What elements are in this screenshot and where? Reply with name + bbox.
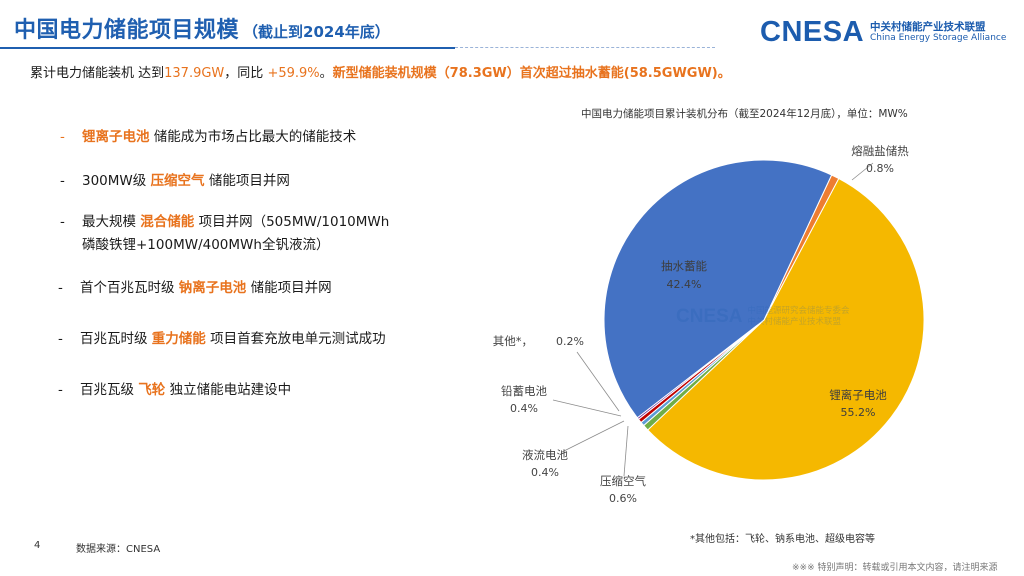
logo-word: CNESA: [760, 16, 865, 48]
bullet-pre: 百兆瓦级: [80, 382, 139, 398]
bullet-item: - 锂离子电池 储能成为市场占比最大的储能技术: [60, 127, 356, 149]
leader-line: [623, 425, 629, 477]
logo-en-name: China Energy Storage Alliance: [870, 33, 1007, 44]
slice-label: 抽水蓄能: [661, 259, 707, 273]
bullet-dash: -: [58, 331, 63, 347]
slice-label: 液流电池: [522, 448, 568, 462]
bullet-item: - 首个百兆瓦时级 钠离子电池 储能项目并网: [58, 278, 332, 300]
page-title: 中国电力储能项目规模 （截止到2024年底）: [14, 12, 390, 44]
bullet-post: 储能项目并网: [246, 280, 332, 296]
chart-title: 中国电力储能项目累计装机分布（截至2024年12月底），单位：MW%: [581, 108, 908, 120]
slice-value: 0.4%: [531, 466, 559, 479]
logo-text: 中关村储能产业技术联盟 China Energy Storage Allianc…: [870, 21, 1006, 44]
bullet-keyword: 压缩空气: [150, 173, 205, 189]
leader-line: [576, 351, 620, 412]
summary-growth: +59.9%: [267, 66, 320, 81]
title-subtitle: （截止到2024年底）: [243, 23, 390, 41]
bullet-post: 独立储能电站建设中: [165, 382, 292, 398]
watermark: CNESA 中国能源研究会储能专委会 中关村储能产业技术联盟: [676, 306, 850, 328]
watermark-word: CNESA: [676, 306, 743, 327]
bullet-post: 储能项目并网: [204, 173, 290, 189]
slice-label: 压缩空气: [600, 474, 646, 488]
leader-line: [552, 399, 622, 417]
bullet-keyword: 钠离子电池: [178, 280, 247, 296]
slice-value: 0.8%: [866, 162, 894, 175]
summary-new-storage: 新型储能装机规模（78.3GW）首次超过抽水蓄能(58.5GWGW)。: [332, 66, 731, 81]
watermark-line-2: 中关村储能产业技术联盟: [747, 317, 842, 327]
slice-label: 锂离子电池: [829, 388, 887, 402]
bullet-keyword: 飞轮: [138, 382, 166, 398]
leader-line: [561, 420, 625, 453]
bullet-continuation: 磷酸铁锂+100MW/400MWh全钒液流）: [82, 235, 329, 257]
title-underline: [0, 47, 455, 49]
watermark-text: 中国能源研究会储能专委会 中关村储能产业技术联盟: [748, 306, 850, 327]
slice-label: 其他*，: [493, 334, 533, 348]
summary-text-1: 累计电力储能装机 达到: [30, 66, 165, 81]
cnesa-logo: CNESA 中关村储能产业技术联盟 China Energy Storage A…: [760, 16, 1006, 49]
bullet-dash: -: [60, 129, 65, 145]
slice-label: 熔融盐储热: [851, 144, 909, 158]
page-number: 4: [34, 540, 41, 551]
bullet-post: 储能成为市场占比最大的储能技术: [149, 129, 357, 145]
bullet-item: - 百兆瓦级 飞轮 独立储能电站建设中: [58, 380, 291, 402]
bullet-dash: -: [58, 382, 63, 398]
slice-value: 0.2%: [556, 335, 584, 348]
bullet-pre: 最大规模: [82, 214, 141, 230]
watermark-line-1: 中国能源研究会储能专委会: [747, 306, 850, 317]
leader-line: [851, 162, 874, 181]
disclaimer: ※※※ 特别声明：转载或引用本文内容，请注明来源: [792, 563, 998, 573]
summary-text-3: 。: [319, 66, 333, 81]
slice-value: 55.2%: [841, 406, 876, 419]
chart-footnote: *其他包括：飞轮、钠系电池、超级电容等: [690, 534, 875, 545]
pie-slice: [647, 177, 925, 481]
bullet-pre: 300MW级: [82, 173, 151, 189]
slice-value: 42.4%: [667, 278, 702, 291]
slice-label: 铅蓄电池: [501, 384, 547, 398]
bullet-keyword: 重力储能: [151, 331, 206, 347]
bullet-post: 项目首套充放电单元测试成功: [205, 331, 386, 347]
logo-cn-name: 中关村储能产业技术联盟: [870, 20, 986, 33]
summary-total-capacity: 137.9GW: [164, 66, 225, 81]
bullet-pre: 首个百兆瓦时级: [80, 280, 179, 296]
bullet-keyword: 混合储能: [140, 214, 195, 230]
title-dashed-rule: [455, 47, 715, 48]
bullet-item: - 300MW级 压缩空气 储能项目并网: [60, 171, 290, 193]
bullet-keyword: 锂离子电池: [82, 129, 150, 145]
pie-slice: [603, 159, 833, 419]
slice-value: 0.6%: [609, 492, 637, 505]
bullet-dash: -: [60, 214, 65, 230]
bullet-pre: 磷酸铁锂+100MW/400MWh全钒液流）: [82, 237, 330, 253]
slice-value: 0.4%: [510, 402, 538, 415]
bullet-item: - 百兆瓦时级 重力储能 项目首套充放电单元测试成功: [58, 329, 386, 351]
data-source: 数据来源：CNESA: [76, 544, 161, 555]
bullet-item: - 最大规模 混合储能 项目并网（505MW/1010MWh: [60, 212, 389, 234]
title-main: 中国电力储能项目规模: [14, 18, 240, 43]
bullet-post: 项目并网（505MW/1010MWh: [194, 214, 390, 230]
bullet-dash: -: [60, 173, 65, 189]
summary-line: 累计电力储能装机 达到137.9GW，同比 +59.9%。新型储能装机规模（78…: [30, 62, 731, 81]
bullet-dash: -: [58, 280, 63, 296]
bullet-pre: 百兆瓦时级: [80, 331, 152, 347]
summary-text-2: ，同比: [224, 66, 264, 81]
